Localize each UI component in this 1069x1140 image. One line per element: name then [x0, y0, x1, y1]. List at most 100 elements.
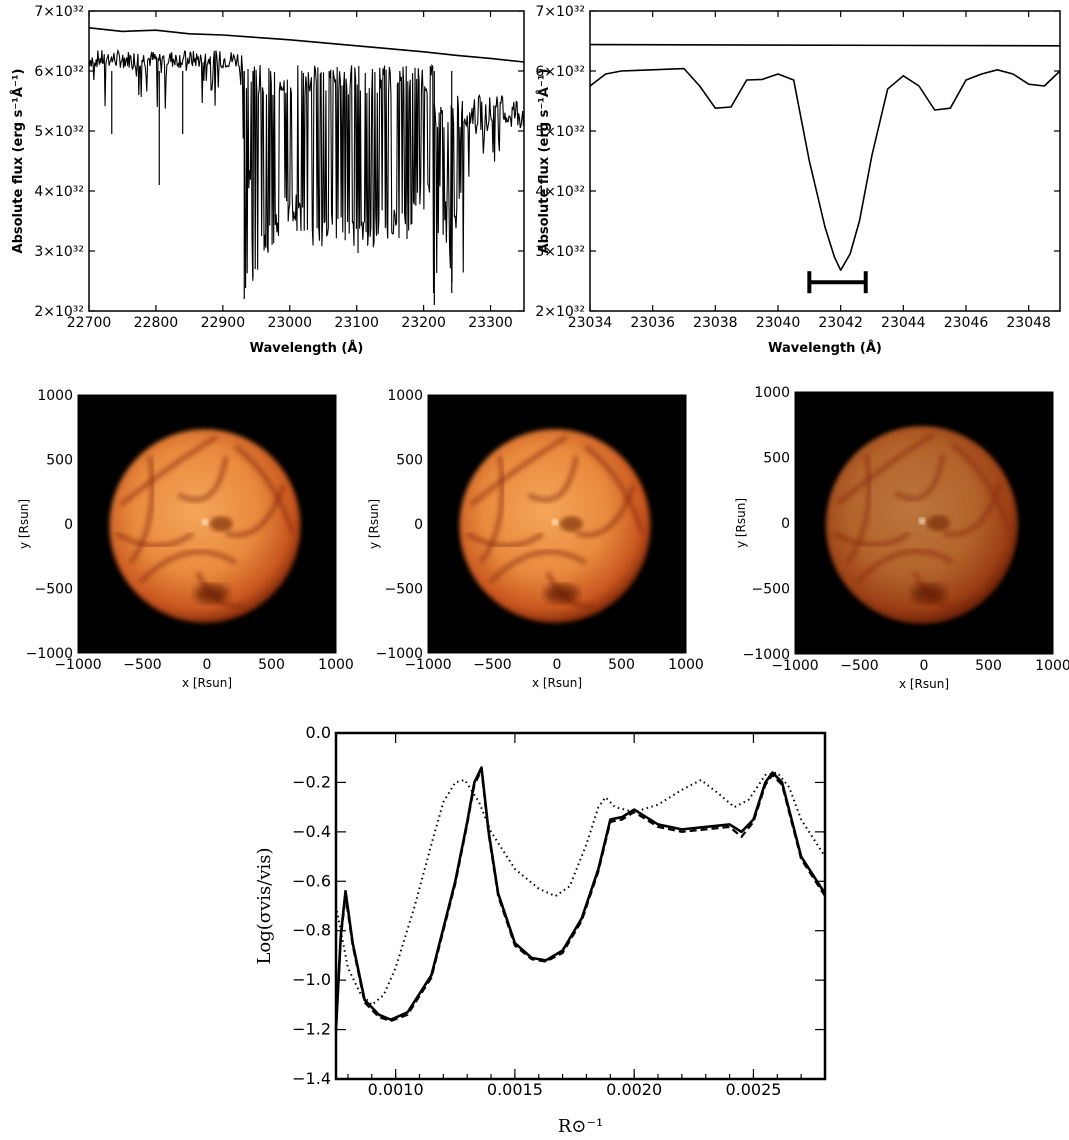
stellar-image-2-ytick-label: 1000 [387, 388, 423, 404]
convection-lane [855, 548, 954, 584]
convection-lane [488, 549, 587, 584]
stellar-image-2-xtick-label: −1000 [404, 657, 451, 673]
spectrum-zoom-ytick-label: 3×10³² [535, 244, 585, 260]
spectrum-wide-xtick-label: 22700 [67, 315, 112, 331]
stellar-image-1-xtick-label: 500 [258, 657, 285, 673]
visibility-ticks: 0.0010 0.0015 0.0020 0.0025 0.0 −0.2 −0.4 −0.6 −… [292, 723, 825, 1099]
spectrum-wide-continuum [88, 27, 525, 63]
spectrum-wide-xtick-label: 22800 [134, 315, 179, 331]
visibility-ylabel: Log(σvis/vis) [254, 847, 275, 964]
visibility-ytick-label: −0.8 [292, 921, 331, 940]
dark-spot [194, 583, 229, 604]
convection-lane [469, 434, 568, 507]
visibility-series-dashed [334, 768, 826, 1030]
dark-spot [544, 583, 579, 604]
stellar-image-2-ytick-label: −500 [385, 582, 423, 598]
visibility-series-dotted [335, 771, 826, 1006]
stellar-image-1-xtick-label: −1000 [54, 657, 101, 673]
central-structure [209, 516, 233, 532]
stellar-image-3-xlabel: x [Rsun] [899, 677, 949, 691]
stellar-image-1-ytick-label: −500 [35, 582, 73, 598]
stellar-image-1-ytick-label: −1000 [26, 646, 73, 662]
spectrum-wide-ytick-label: 6×10³² [34, 64, 84, 80]
spectrum-zoom-flux [589, 67, 1061, 272]
visibility-xtick-label: 0.0020 [606, 1080, 662, 1099]
spectrum-zoom-ytick-label: 4×10³² [535, 184, 585, 200]
stellar-disk-group [459, 429, 651, 623]
visibility-ytick-label: 0.0 [306, 723, 331, 742]
stellar-image-1-xtick-label: −500 [123, 657, 161, 673]
bright-spot [552, 519, 559, 526]
spectrum-wide-ytick-label: 2×10³² [34, 304, 84, 320]
stellar-image-1-ticks: −1000 −500 0 500 1000 1000 500 0 −500 −1000 [26, 388, 354, 673]
convection-lane [527, 455, 579, 503]
stellar-image-frame [794, 391, 1054, 655]
visibility-xtick-label: 0.0010 [368, 1080, 424, 1099]
convection-lane [584, 444, 646, 535]
stellar-image-3-ytick-label: 0 [781, 516, 790, 532]
visibility-ytick-label: −0.6 [292, 871, 331, 890]
spectrum-zoom-xlabel: Wavelength (Å) [768, 340, 882, 356]
spectrum-wide-ylabel: Absolute flux (erg s⁻¹Å⁻¹) [10, 69, 26, 254]
stellar-image-frame [77, 394, 337, 654]
visibility-ytick-label: −1.4 [292, 1069, 331, 1088]
spectrum-zoom-xtick-label: 23042 [818, 315, 863, 331]
central-structure [926, 515, 950, 531]
visibility-xtick-label: 0.0015 [487, 1080, 543, 1099]
stellar-image-2-ylabel: y [Rsun] [367, 499, 381, 549]
spectrum-zoom-ticks: 23034 23036 23038 23040 23042 23044 23046 23048… [535, 4, 1060, 331]
convection-lane [138, 549, 237, 584]
stellar-image-2-ytick-label: 0 [414, 517, 423, 533]
stellar-image-1-xtick-label: 0 [203, 657, 212, 673]
spectrum-wide-xtick-label: 23000 [267, 315, 312, 331]
central-structure [559, 516, 583, 532]
convection-lane [832, 530, 912, 548]
visibility-xtick-label: 0.0025 [725, 1080, 781, 1099]
visibility-ytick-label: −0.4 [292, 822, 331, 841]
bright-spot [919, 518, 926, 525]
spectrum-wide-xtick-label: 23200 [401, 315, 446, 331]
stellar-image-3-xtick-label: 500 [975, 658, 1002, 674]
stellar-image-2-ytick-label: 500 [396, 453, 423, 469]
spectrum-wide-frame [88, 10, 525, 312]
visibility-ytick-label: −0.2 [292, 772, 331, 791]
stellar-image-3-ytick-label: 1000 [754, 385, 790, 401]
spectrum-zoom-ytick-label: 2×10³² [535, 304, 585, 320]
stellar-image-1-ytick-label: 0 [64, 517, 73, 533]
stellar-image-1-ylabel: y [Rsun] [17, 499, 31, 549]
spectrum-zoom-xtick-label: 23034 [568, 315, 613, 331]
stellar-image-3-ytick-label: −500 [752, 582, 790, 598]
spectrum-zoom-ytick-label: 7×10³² [535, 4, 585, 20]
visibility-ytick-label: −1.2 [292, 1020, 331, 1039]
convection-lane [177, 455, 229, 503]
convection-lane [845, 453, 872, 564]
stellar-image-1-xtick-label: 1000 [318, 657, 354, 673]
stellar-image-frame [427, 394, 687, 654]
spectrum-zoom-ytick-label: 6×10³² [535, 64, 585, 80]
stellar-image-2-xtick-label: −500 [473, 657, 511, 673]
spectrum-wide-ticks: 22700 22800 22900 23000 23100 23200 23300 2×10³… [34, 4, 524, 331]
stellar-image-3-xtick-label: 0 [920, 658, 929, 674]
stellar-image-3 [794, 391, 1054, 655]
stellar-image-3-ytick-label: −1000 [743, 647, 790, 663]
convection-lane [119, 434, 218, 507]
stellar-image-1 [77, 394, 337, 654]
stellar-image-2-ytick-label: −1000 [376, 646, 423, 662]
convection-lane [465, 531, 545, 549]
visibility-frame [334, 731, 827, 1081]
stellar-image-3-ticks: −1000 −500 0 500 1000 1000 500 0 −500 −1000 [743, 385, 1069, 674]
stellar-image-2-xtick-label: 1000 [668, 657, 704, 673]
stellar-image-3-ylabel: y [Rsun] [734, 498, 748, 548]
visibility-ytick-label: −1.0 [292, 970, 331, 989]
spectrum-zoom-xtick-label: 23046 [944, 315, 989, 331]
spectrum-wide-ytick-label: 7×10³² [34, 4, 84, 20]
stellar-image-3-xtick-label: −500 [840, 658, 878, 674]
spectrum-zoom-ylabel: Absolute flux (erg s⁻¹Å⁻¹) [536, 69, 552, 254]
spectrum-wide-ytick-label: 4×10³² [34, 184, 84, 200]
spectrum-wide-xtick-label: 23100 [334, 315, 379, 331]
stellar-image-2-ticks: −1000 −500 0 500 1000 1000 500 0 −500 −1000 [376, 388, 704, 673]
spectrum-zoom-ytick-label: 5×10³² [535, 124, 585, 140]
spectrum-zoom-xtick-label: 23036 [630, 315, 675, 331]
convection-lane [836, 432, 935, 506]
stellar-disk-group [109, 429, 301, 623]
